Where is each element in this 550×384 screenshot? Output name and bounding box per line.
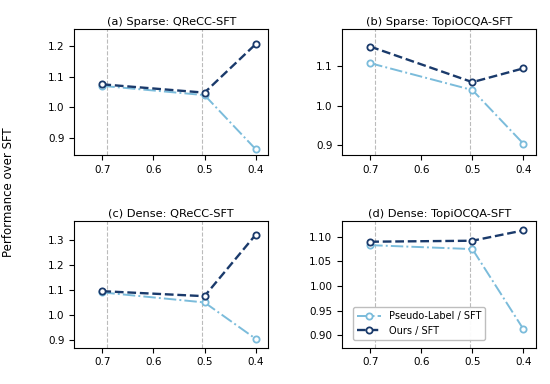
Title: (c) Dense: QReCC-SFT: (c) Dense: QReCC-SFT	[108, 209, 234, 219]
Pseudo-Label / SFT	[469, 88, 476, 93]
Ours / SFT	[99, 289, 106, 293]
Pseudo-Label / SFT	[99, 84, 106, 88]
Line: Pseudo-Label / SFT: Pseudo-Label / SFT	[99, 83, 258, 152]
Ours / SFT	[469, 80, 476, 84]
Ours / SFT	[201, 90, 208, 95]
Ours / SFT	[520, 228, 527, 233]
Pseudo-Label / SFT	[367, 243, 373, 247]
Title: (a) Sparse: QReCC-SFT: (a) Sparse: QReCC-SFT	[107, 17, 236, 26]
Ours / SFT	[252, 233, 259, 237]
Legend: Pseudo-Label / SFT, Ours / SFT: Pseudo-Label / SFT, Ours / SFT	[353, 308, 485, 340]
Ours / SFT	[252, 42, 259, 46]
Pseudo-Label / SFT	[252, 147, 259, 151]
Line: Pseudo-Label / SFT: Pseudo-Label / SFT	[367, 60, 526, 147]
Line: Pseudo-Label / SFT: Pseudo-Label / SFT	[99, 289, 258, 342]
Text: Performance over SFT: Performance over SFT	[2, 127, 15, 257]
Line: Ours / SFT: Ours / SFT	[99, 41, 258, 96]
Pseudo-Label / SFT	[367, 61, 373, 66]
Ours / SFT	[99, 82, 106, 87]
Line: Ours / SFT: Ours / SFT	[99, 232, 258, 299]
Ours / SFT	[201, 294, 208, 298]
Pseudo-Label / SFT	[520, 327, 527, 332]
Pseudo-Label / SFT	[469, 247, 476, 252]
Ours / SFT	[520, 66, 527, 71]
Line: Pseudo-Label / SFT: Pseudo-Label / SFT	[367, 242, 526, 333]
Pseudo-Label / SFT	[201, 93, 208, 98]
Line: Ours / SFT: Ours / SFT	[367, 227, 526, 245]
Ours / SFT	[469, 238, 476, 243]
Line: Ours / SFT: Ours / SFT	[367, 43, 526, 85]
Pseudo-Label / SFT	[520, 142, 527, 146]
Pseudo-Label / SFT	[99, 290, 106, 295]
Ours / SFT	[367, 239, 373, 244]
Ours / SFT	[367, 44, 373, 49]
Title: (d) Dense: TopiOCQA-SFT: (d) Dense: TopiOCQA-SFT	[367, 209, 511, 219]
Title: (b) Sparse: TopiOCQA-SFT: (b) Sparse: TopiOCQA-SFT	[366, 17, 513, 26]
Pseudo-Label / SFT	[252, 336, 259, 341]
Pseudo-Label / SFT	[201, 300, 208, 305]
